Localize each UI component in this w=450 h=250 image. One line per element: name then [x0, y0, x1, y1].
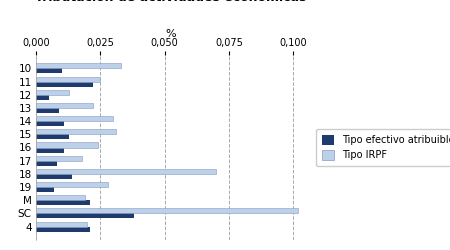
Bar — [36, 226, 90, 232]
Bar — [36, 222, 87, 226]
Bar — [36, 90, 69, 95]
Bar — [36, 108, 59, 113]
Bar — [36, 195, 85, 200]
Bar — [36, 208, 298, 214]
Bar — [36, 156, 82, 161]
Bar — [36, 64, 121, 68]
Bar — [36, 142, 98, 148]
Bar — [36, 169, 216, 174]
Bar — [36, 200, 90, 205]
Bar — [36, 214, 134, 218]
Bar — [36, 161, 57, 166]
Bar — [36, 129, 116, 134]
Bar — [36, 103, 93, 108]
Bar — [36, 82, 93, 86]
Bar — [36, 182, 108, 187]
Bar — [36, 134, 69, 139]
Bar — [36, 76, 100, 82]
Bar — [36, 148, 64, 152]
Bar — [36, 174, 72, 179]
X-axis label: %: % — [166, 29, 176, 39]
Title: Tributación de actividades económicas: Tributación de actividades económicas — [35, 0, 307, 4]
Bar — [36, 187, 54, 192]
Legend: Tipo efectivo atribuible, Tipo IRPF: Tipo efectivo atribuible, Tipo IRPF — [316, 129, 450, 166]
Bar — [36, 68, 62, 73]
Bar — [36, 95, 49, 100]
Bar — [36, 121, 64, 126]
Bar — [36, 116, 113, 121]
